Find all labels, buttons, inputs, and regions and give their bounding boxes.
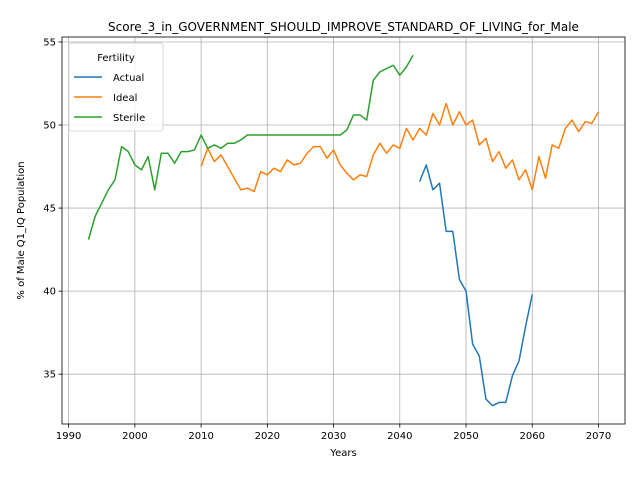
legend-label-ideal: Ideal	[113, 93, 137, 104]
x-tick-label: 2040	[387, 431, 412, 442]
legend-title: Fertility	[97, 53, 135, 64]
y-tick-label: 35	[43, 370, 56, 381]
x-tick-label: 2030	[321, 431, 346, 442]
legend-label-sterile: Sterile	[113, 113, 145, 124]
legend: Fertility Actual Ideal Sterile	[69, 43, 163, 131]
x-tick-label: 2060	[520, 431, 545, 442]
x-tick-label: 2050	[453, 431, 478, 442]
x-tick-label: 2010	[188, 431, 213, 442]
legend-label-actual: Actual	[113, 73, 144, 84]
x-axis-label: Years	[329, 448, 356, 459]
x-tick-label: 2020	[255, 431, 280, 442]
chart-title: Score_3_in_GOVERNMENT_SHOULD_IMPROVE_STA…	[108, 20, 579, 34]
x-tick-label: 1990	[56, 431, 81, 442]
x-tick-label: 2070	[586, 431, 611, 442]
y-axis-label: % of Male Q1_IQ Population	[16, 161, 27, 299]
y-tick-label: 45	[43, 204, 56, 215]
y-tick-label: 50	[43, 121, 56, 132]
x-tick-label: 2000	[122, 431, 147, 442]
y-tick-label: 55	[43, 37, 56, 48]
y-tick-label: 40	[43, 287, 56, 298]
